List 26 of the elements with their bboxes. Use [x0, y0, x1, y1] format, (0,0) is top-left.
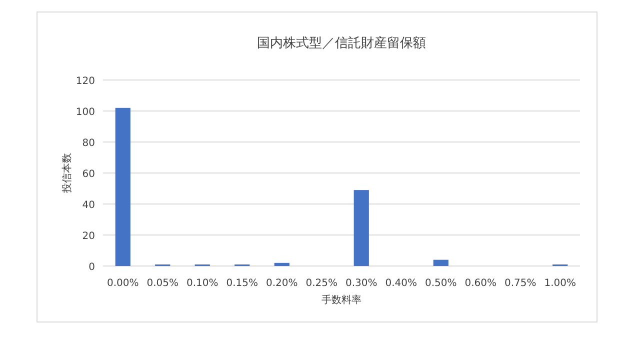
x-tick-label: 0.10%: [186, 278, 218, 289]
bar: [274, 262, 290, 266]
chart-title: 国内株式型／信託財産留保額: [257, 35, 426, 51]
bar: [354, 190, 369, 266]
x-tick-label: 0.15%: [226, 278, 258, 289]
x-tick-label: 1.00%: [544, 278, 576, 289]
bar: [115, 108, 130, 266]
x-tick-label: 0.50%: [424, 278, 457, 289]
x-tick-label: 0.20%: [266, 278, 298, 289]
x-tick-label: 0.05%: [146, 278, 179, 289]
y-tick-label: 0: [88, 262, 95, 273]
y-tick-label: 80: [82, 138, 95, 149]
x-tick-label: 0.00%: [106, 278, 139, 289]
y-tick-label: 100: [76, 107, 95, 118]
x-tick-label: 0.40%: [385, 278, 418, 289]
x-tick-label: 0.60%: [464, 278, 497, 289]
x-tick-label: 0.75%: [504, 278, 536, 289]
bar: [433, 260, 448, 266]
y-axis-title: 投信本数: [61, 153, 73, 194]
y-tick-label: 60: [82, 169, 95, 180]
y-tick-label: 40: [82, 200, 95, 211]
x-tick-label: 0.25%: [306, 278, 338, 289]
y-tick-label: 120: [76, 76, 95, 87]
y-tick-label: 20: [82, 231, 95, 242]
x-tick-label: 0.30%: [345, 278, 378, 289]
x-axis-title: 手数料率: [322, 294, 362, 306]
